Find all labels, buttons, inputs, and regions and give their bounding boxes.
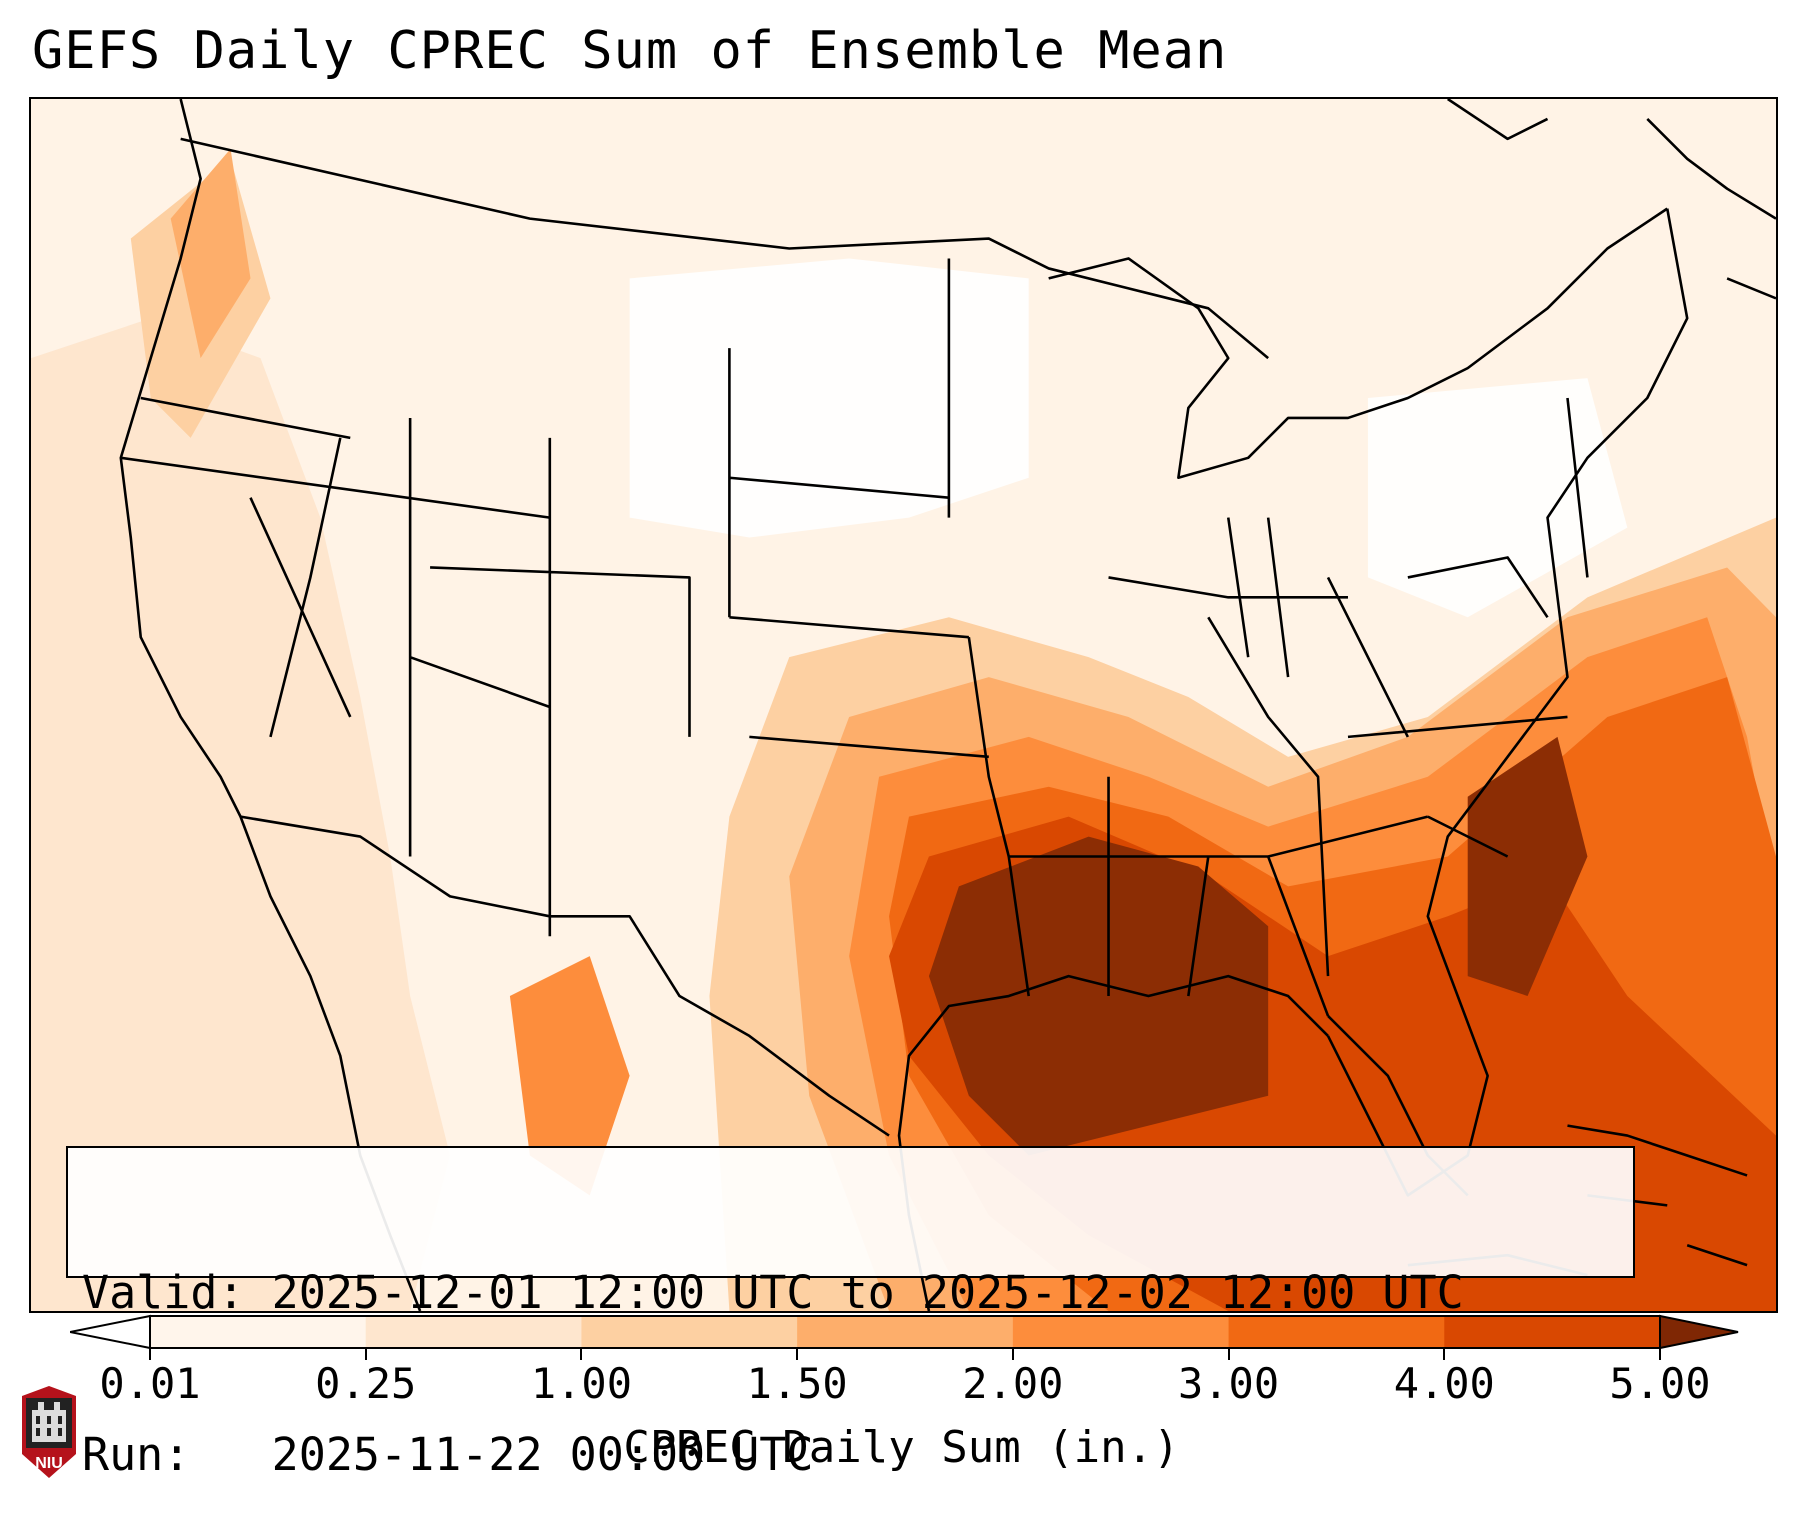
- colorbar-under-triangle: [70, 1314, 151, 1350]
- colorbar-tick-label: 4.00: [1393, 1359, 1495, 1408]
- valid-time-line: Valid: 2025-12-01 12:00 UTC to 2025-12-0…: [82, 1266, 1464, 1319]
- colorbar-segment: [1228, 1316, 1445, 1348]
- colorbar-outline: [149, 1315, 1661, 1349]
- colorbar-segment: [581, 1316, 798, 1348]
- west-coastline: [119, 99, 422, 1311]
- colorbar-tick-mark: [364, 1348, 367, 1360]
- colorbar-tick-mark: [1659, 1348, 1661, 1360]
- colorbar-tick-label: 1.00: [530, 1359, 632, 1408]
- run-time-line: Run: 2025-11-22 00:00 UTC: [82, 1428, 814, 1481]
- colorbar-tick-label: 5.00: [1609, 1359, 1711, 1408]
- colorbar-tick-mark: [580, 1348, 583, 1360]
- map-canvas: [31, 99, 1776, 1311]
- canadian-coast: [1447, 99, 1776, 300]
- colorbar-segment: [150, 1316, 367, 1348]
- colorbar-tick-mark: [1011, 1348, 1014, 1360]
- state-lines-west: [120, 348, 989, 937]
- colorbar-tick-label: 0.01: [99, 1359, 201, 1408]
- colorbar: [70, 1314, 1739, 1350]
- colorbar-segment: [1012, 1316, 1230, 1348]
- colorbar-label: CPREC Daily Sum (in.): [623, 1422, 1180, 1473]
- logo-text: NIU: [35, 1455, 63, 1472]
- colorbar-segment: [797, 1316, 1014, 1348]
- colorbar-tick-mark: [796, 1348, 799, 1360]
- us-mexico-border: [240, 815, 890, 1137]
- colorbar-tick-mark: [1227, 1348, 1230, 1360]
- colorbar-tick-label: 3.00: [1177, 1359, 1280, 1408]
- precip-shading: [31, 99, 1776, 1311]
- colorbar-segment: [365, 1316, 582, 1348]
- map-boundaries: [119, 99, 1776, 1311]
- colorbar-tick-label: 0.25: [315, 1359, 417, 1408]
- colorbar-tick-mark: [1443, 1348, 1446, 1360]
- map-title: GEFS Daily CPREC Sum of Ensemble Mean: [32, 21, 1228, 81]
- colorbar-tick-label: 2.00: [962, 1359, 1064, 1408]
- valid-run-info-box: Valid: 2025-12-01 12:00 UTC to 2025-12-0…: [66, 1146, 1635, 1481]
- state-lines-east: [1226, 397, 1589, 858]
- great-lakes: [1048, 207, 1668, 480]
- state-lines-central: [947, 258, 1429, 1017]
- colorbar-tick-label: 1.50: [746, 1359, 848, 1408]
- colorbar-tick-mark: [149, 1348, 151, 1360]
- precipitation-map: [29, 97, 1778, 1313]
- colorbar-over-triangle: [1659, 1314, 1739, 1350]
- colorbar-segment: [1444, 1316, 1661, 1348]
- niu-logo: NIU: [22, 1386, 76, 1478]
